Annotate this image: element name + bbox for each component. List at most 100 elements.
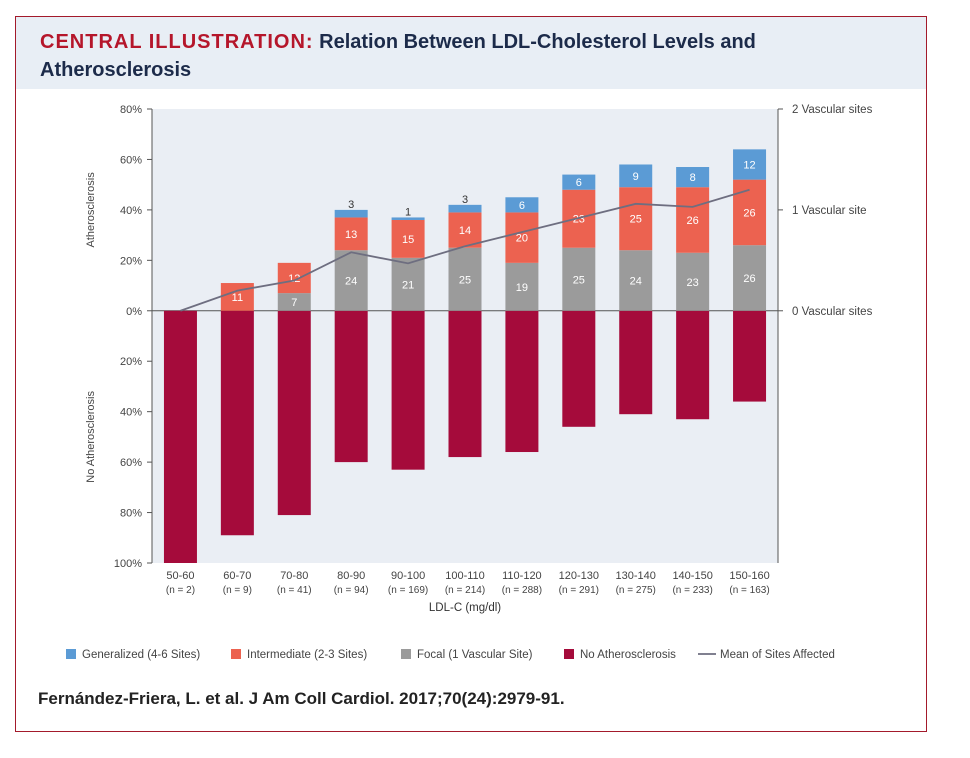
x-n-label: (n = 233) — [672, 585, 712, 596]
bar-no-atherosclerosis — [163, 310, 197, 563]
y-tick-label: 80% — [120, 508, 142, 520]
bar-generalized — [505, 197, 539, 213]
x-n-label: (n = 163) — [729, 585, 769, 596]
data-label-generalized: 6 — [576, 177, 582, 189]
data-label-intermediate: 25 — [630, 214, 642, 226]
x-axis-label: LDL-C (mg/dl) — [429, 602, 501, 614]
legend-swatch-focal — [401, 649, 411, 659]
legend-swatch-generalized — [66, 649, 76, 659]
y-axis-label-top: Atherosclerosis — [85, 172, 97, 248]
data-label-intermediate: 15 — [402, 234, 414, 246]
bar-focal — [562, 247, 596, 311]
x-n-label: (n = 169) — [388, 585, 428, 596]
x-n-label: (n = 2) — [166, 585, 195, 596]
y-tick-label: 80% — [120, 104, 142, 116]
x-n-label: (n = 288) — [502, 585, 542, 596]
bar-intermediate — [448, 212, 482, 248]
x-tick-label: 60-70 — [223, 570, 251, 582]
data-label-focal: 21 — [402, 279, 414, 291]
data-label-intermediate: 26 — [687, 215, 699, 227]
y-tick-label: 100% — [114, 558, 142, 570]
bar-focal — [391, 257, 425, 311]
bar-generalized — [676, 167, 710, 188]
data-label-intermediate: 26 — [743, 207, 755, 219]
bar-intermediate — [277, 262, 311, 294]
bar-intermediate — [619, 187, 653, 251]
legend-label: No Atherosclerosis — [580, 649, 676, 661]
data-label-intermediate: 12 — [288, 273, 300, 285]
bar-focal — [733, 245, 767, 311]
bar-no-atherosclerosis — [334, 310, 368, 463]
title-prefix: CENTRAL ILLUSTRATION: — [40, 31, 314, 53]
data-label-focal: 25 — [573, 274, 585, 286]
data-label-focal: 24 — [630, 276, 642, 288]
legend-label: Focal (1 Vascular Site) — [417, 649, 533, 661]
data-label-intermediate: 13 — [345, 229, 357, 241]
x-tick-label: 100-110 — [445, 570, 485, 582]
bar-generalized — [619, 164, 653, 188]
data-label-generalized: 9 — [633, 171, 639, 183]
right-tick-label: 1 Vascular site — [792, 205, 867, 217]
y-tick-label: 40% — [120, 407, 142, 419]
mean-sites-line — [180, 188, 750, 312]
x-n-label: (n = 275) — [616, 585, 656, 596]
y-tick-label: 40% — [120, 205, 142, 217]
x-n-label: (n = 9) — [223, 585, 252, 596]
data-label-generalized: 6 — [519, 200, 525, 212]
right-tick-label: 2 Vascular sites — [792, 104, 873, 116]
bar-intermediate — [676, 187, 710, 253]
stacked-bar-chart: 80% 60% 40% 20% 0% 20% 40% 60% 80% 100% Atheroscle… — [66, 104, 873, 661]
title-banner: CENTRAL ILLUSTRATION: Relation Between L… — [16, 17, 926, 89]
y-tick-label: 60% — [120, 154, 142, 166]
bar-intermediate — [220, 283, 254, 311]
x-n-label: (n = 41) — [277, 585, 312, 596]
bar-focal — [619, 250, 653, 311]
bar-generalized — [733, 149, 767, 180]
x-n-label: (n = 214) — [445, 585, 485, 596]
x-tick-label: 140-150 — [672, 570, 712, 582]
x-n-label: (n = 94) — [334, 585, 369, 596]
bar-focal — [676, 252, 710, 311]
data-label-generalized: 3 — [348, 199, 354, 211]
y-tick-label: 60% — [120, 457, 142, 469]
data-label-focal: 26 — [743, 273, 755, 285]
x-tick-label: 120-130 — [559, 570, 599, 582]
citation-text: Fernández-Friera, L. et al. J Am Coll Ca… — [38, 689, 565, 708]
bar-no-atherosclerosis — [391, 310, 425, 470]
bar-generalized — [391, 217, 425, 220]
data-label-generalized: 1 — [405, 206, 411, 218]
bar-generalized — [334, 209, 368, 218]
x-n-label: (n = 291) — [559, 585, 599, 596]
data-label-focal: 7 — [291, 297, 297, 309]
bar-no-atherosclerosis — [277, 310, 311, 516]
bar-no-atherosclerosis — [220, 310, 254, 536]
x-tick-label: 70-80 — [280, 570, 308, 582]
data-label-focal: 25 — [459, 274, 471, 286]
bar-no-atherosclerosis — [619, 310, 653, 415]
bar-focal — [448, 247, 482, 311]
bar-intermediate — [391, 219, 425, 258]
y-tick-label: 0% — [126, 306, 142, 318]
bar-intermediate — [505, 212, 539, 263]
bar-generalized — [448, 204, 482, 213]
x-tick-label: 150-160 — [729, 570, 769, 582]
x-tick-label: 110-120 — [502, 570, 542, 582]
bar-no-atherosclerosis — [562, 310, 596, 427]
data-label-intermediate: 20 — [516, 233, 528, 245]
bar-no-atherosclerosis — [505, 310, 539, 453]
legend-swatch-none — [564, 649, 574, 659]
legend-label: Generalized (4-6 Sites) — [82, 649, 200, 661]
data-label-focal: 19 — [516, 282, 528, 294]
bar-intermediate — [334, 217, 368, 251]
bar-no-atherosclerosis — [676, 310, 710, 420]
data-label-generalized: 8 — [690, 172, 696, 184]
legend-label: Intermediate (2-3 Sites) — [247, 649, 367, 661]
bar-focal — [334, 250, 368, 311]
data-label-intermediate: 14 — [459, 225, 471, 237]
title-main: Relation Between LDL-Cholesterol Levels … — [319, 31, 756, 53]
y-tick-label: 20% — [120, 255, 142, 267]
x-tick-label: 90-100 — [391, 570, 425, 582]
bar-focal — [505, 262, 539, 311]
title-line-2: Atherosclerosis — [40, 59, 192, 81]
data-label-generalized: 3 — [462, 194, 468, 206]
